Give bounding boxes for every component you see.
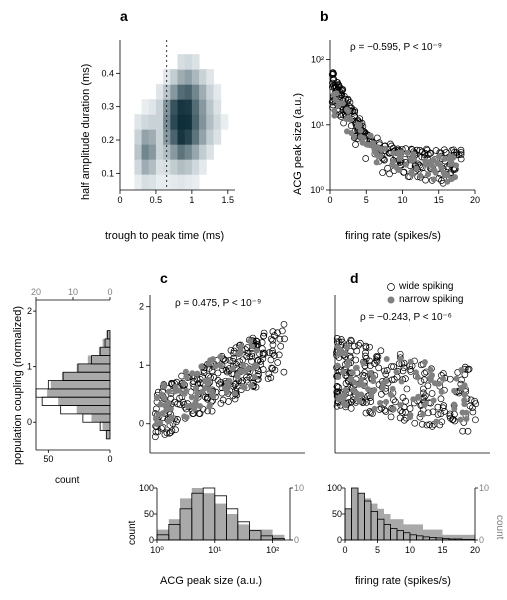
panel-label-a: a bbox=[120, 8, 128, 24]
svg-text:100: 100 bbox=[327, 483, 342, 493]
svg-text:0: 0 bbox=[139, 419, 144, 429]
panel-d-stats: ρ = −0.243, P < 10⁻⁶ bbox=[360, 312, 452, 323]
svg-text:10: 10 bbox=[294, 483, 304, 493]
svg-text:10: 10 bbox=[405, 545, 415, 555]
panel-c-stats: ρ = 0.475, P < 10⁻⁹ bbox=[175, 298, 261, 309]
marginal-d-xlabel: firing rate (spikes/s) bbox=[355, 575, 451, 587]
svg-text:0: 0 bbox=[342, 545, 347, 555]
svg-text:0: 0 bbox=[294, 535, 299, 545]
svg-text:0: 0 bbox=[149, 535, 154, 545]
legend-narrow: narrow spiking bbox=[399, 294, 463, 305]
panel-b-xlabel: firing rate (spikes/s) bbox=[345, 230, 441, 242]
svg-text:0.3: 0.3 bbox=[101, 102, 114, 112]
legend-wide: wide spiking bbox=[399, 281, 453, 292]
svg-text:10: 10 bbox=[479, 483, 489, 493]
marginal-c-xlabel: ACG peak size (a.u.) bbox=[160, 575, 262, 587]
svg-text:10¹: 10¹ bbox=[311, 120, 324, 130]
panel-label-c: c bbox=[160, 270, 168, 286]
svg-text:15: 15 bbox=[434, 195, 444, 205]
svg-text:10: 10 bbox=[397, 195, 407, 205]
svg-text:1: 1 bbox=[139, 360, 144, 370]
svg-text:0: 0 bbox=[107, 454, 112, 464]
panel-b-scatter: 0 5 10 15 20 10⁰ 10¹ 10² bbox=[305, 35, 480, 210]
svg-text:50: 50 bbox=[332, 509, 342, 519]
svg-text:20: 20 bbox=[31, 287, 41, 297]
svg-text:0: 0 bbox=[107, 287, 112, 297]
svg-text:0: 0 bbox=[27, 417, 32, 427]
marginal-left-ylabel: population coupling (normalized) bbox=[12, 306, 24, 465]
svg-text:10¹: 10¹ bbox=[208, 545, 221, 555]
marginal-left-xlabel: count bbox=[55, 475, 79, 486]
svg-text:10²: 10² bbox=[266, 545, 279, 555]
svg-text:10⁰: 10⁰ bbox=[310, 185, 324, 195]
svg-text:50: 50 bbox=[144, 509, 154, 519]
panel-a-ylabel: half amplitude duration (ms) bbox=[80, 64, 92, 200]
svg-text:2: 2 bbox=[139, 302, 144, 312]
panel-b-stats: ρ = −0.595, P < 10⁻⁹ bbox=[350, 42, 442, 53]
svg-text:1: 1 bbox=[189, 195, 194, 205]
svg-text:1: 1 bbox=[27, 362, 32, 372]
panel-label-d: d bbox=[350, 270, 359, 286]
panel-b-ylabel: ACG peak size (a.u.) bbox=[292, 93, 304, 195]
svg-text:0.1: 0.1 bbox=[101, 168, 114, 178]
marginal-d-rightlabel: count bbox=[494, 515, 505, 539]
marginal-d-bottom-hist: 05010001005101520 bbox=[325, 483, 495, 558]
svg-text:15: 15 bbox=[437, 545, 447, 555]
panel-label-b: b bbox=[320, 8, 329, 24]
svg-text:5: 5 bbox=[364, 195, 369, 205]
svg-text:20: 20 bbox=[470, 545, 480, 555]
svg-text:5: 5 bbox=[375, 545, 380, 555]
panel-a-xlabel: trough to peak time (ms) bbox=[105, 230, 224, 242]
marginal-left-hist: 01205001020 bbox=[18, 290, 118, 465]
marginal-c-leftlabel: count bbox=[127, 521, 138, 545]
svg-text:0: 0 bbox=[337, 535, 342, 545]
svg-text:0.4: 0.4 bbox=[101, 68, 114, 78]
panel-a-heatmap: 0 0.5 1 1.5 0.1 0.2 0.3 0.4 bbox=[100, 35, 240, 210]
svg-text:0.2: 0.2 bbox=[101, 135, 114, 145]
svg-text:10: 10 bbox=[68, 287, 78, 297]
svg-text:0: 0 bbox=[479, 535, 484, 545]
panel-c-scatter: 0 1 2 bbox=[135, 290, 310, 465]
svg-text:0.5: 0.5 bbox=[150, 195, 163, 205]
svg-text:20: 20 bbox=[470, 195, 480, 205]
svg-text:50: 50 bbox=[43, 454, 53, 464]
marginal-c-bottom-hist: 0 50 100 0 10 10⁰ 10¹ 10² bbox=[135, 483, 310, 558]
svg-text:2: 2 bbox=[27, 306, 32, 316]
svg-text:1.5: 1.5 bbox=[222, 195, 235, 205]
svg-text:10²: 10² bbox=[311, 55, 324, 65]
svg-text:10⁰: 10⁰ bbox=[150, 545, 164, 555]
svg-text:0: 0 bbox=[327, 195, 332, 205]
svg-text:0: 0 bbox=[117, 195, 122, 205]
svg-text:100: 100 bbox=[139, 483, 154, 493]
